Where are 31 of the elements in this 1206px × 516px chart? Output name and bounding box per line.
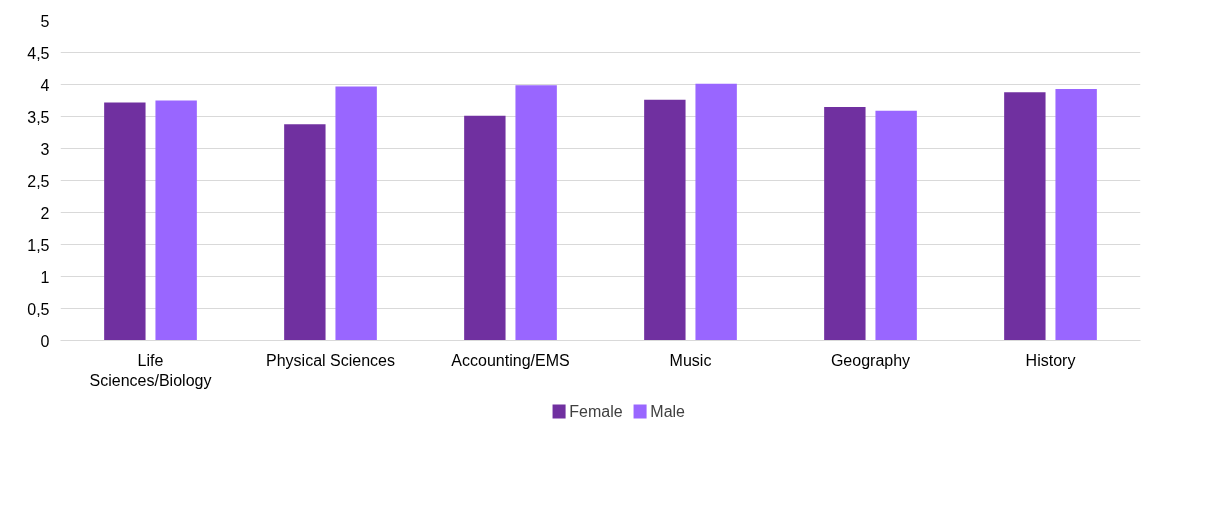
bar: [644, 99, 686, 341]
bar: [464, 115, 506, 341]
y-tick-label: 2: [40, 204, 50, 222]
y-tick-label: 3,5: [27, 108, 50, 126]
bar: [284, 124, 326, 341]
x-tick-label: Physical Sciences: [266, 351, 395, 369]
y-tick-label: 0: [40, 332, 50, 350]
bar: [515, 85, 557, 341]
bar: [695, 83, 737, 341]
y-tick-label: 1,5: [27, 236, 50, 254]
bar: [1004, 92, 1046, 341]
bar: [875, 110, 917, 341]
legend-label: Female: [569, 403, 623, 420]
y-tick-label: 0,5: [27, 300, 50, 318]
bar: [335, 86, 377, 341]
x-tick-label: Life Sciences/Biology: [89, 351, 212, 389]
y-tick-label: 5: [40, 12, 50, 30]
bar: [1055, 88, 1097, 341]
x-tick-label: Accounting/EMS: [451, 351, 570, 369]
x-tick-label: Geography: [830, 351, 911, 369]
y-tick-label: 3: [40, 140, 50, 158]
y-tick-label: 4: [40, 76, 50, 94]
legend-label: Male: [650, 403, 686, 420]
y-tick-label: 1: [40, 268, 50, 286]
x-tick-label: Music: [669, 351, 712, 369]
bar: [155, 100, 197, 341]
x-tick-label: History: [1025, 351, 1076, 369]
y-tick-label: 4,5: [27, 44, 50, 62]
y-tick-label: 2,5: [27, 172, 50, 190]
bar: [104, 102, 146, 341]
bar: [824, 106, 866, 341]
